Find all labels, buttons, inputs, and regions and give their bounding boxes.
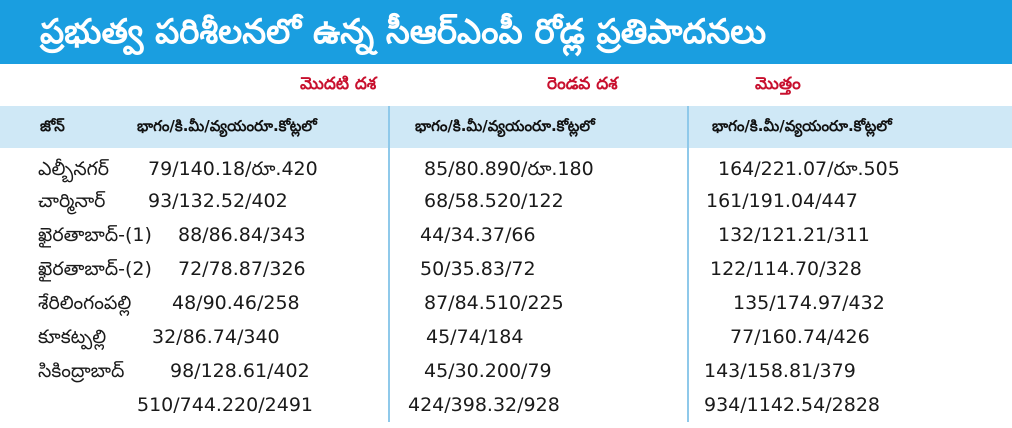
zone-header: జోన్ [40,117,65,135]
phase1-cell: 93/132.52/402 [148,190,288,212]
phase1-cell: 98/128.61/402 [170,360,310,382]
column-divider [687,106,689,422]
zone-cell: సికింద్రాబాద్ [38,360,125,382]
zone-cell: ఖైరతాబాద్-(2) [38,258,152,280]
col3-header: భాగం/కి.మీ/వ్యయంరూ.కోట్లలో [712,117,892,135]
total-heading: మొత్తం [755,74,801,94]
title-bar: ప్రభుత్వ పరిశీలనలో ఉన్న సీఆర్ఎంపీ రోడ్ల … [0,0,1012,64]
phase1-cell: 72/78.87/326 [178,258,306,280]
zone-cell: కూకట్పల్లి [38,326,107,348]
total-cell: 143/158.81/379 [704,360,856,382]
phase2-cell: 85/80.890/రూ.180 [424,158,594,180]
phase1-cell: 88/86.84/343 [178,224,306,246]
grand-total-cell: 934/1142.54/2828 [704,394,880,416]
phase2-cell: 45/30.200/79 [424,360,552,382]
phase1-cell: 32/86.74/340 [152,326,280,348]
total-cell: 135/174.97/432 [733,292,885,314]
table-row: ఎల్బీనగర్ 79/140.18/రూ.420 85/80.890/రూ.… [0,154,1012,186]
zone-cell: ఖైరతాబాద్-(1) [38,224,152,246]
total-cell: 77/160.74/426 [730,326,870,348]
zone-cell: ఎల్బీనగర్ [38,158,110,180]
zone-cell: శేరిలింగంపల్లి [38,292,132,314]
phase1-cell: 79/140.18/రూ.420 [148,158,318,180]
table-row: 510/744.220/2491 424/398.32/928 934/1142… [0,390,1012,422]
table-row: సికింద్రాబాద్ 98/128.61/402 45/30.200/79… [0,356,1012,388]
table-row: ఖైరతాబాద్-(1) 88/86.84/343 44/34.37/66 1… [0,220,1012,252]
phase2-cell: 45/74/184 [426,326,524,348]
phase1-cell: 48/90.46/258 [172,292,300,314]
phase2-cell: 68/58.520/122 [424,190,564,212]
total-cell: 164/221.07/రూ.505 [718,158,900,180]
col1-header: భాగం/కి.మీ/వ్యయంరూ.కోట్లలో [137,117,317,135]
phase2-cell: 50/35.83/72 [420,258,536,280]
phase2-cell: 44/34.37/66 [420,224,536,246]
phase2-cell: 87/84.510/225 [424,292,564,314]
table-row: శేరిలింగంపల్లి 48/90.46/258 87/84.510/22… [0,288,1012,320]
page-title: ప్రభుత్వ పరిశీలనలో ఉన్న సీఆర్ఎంపీ రోడ్ల … [40,12,767,52]
col2-header: భాగం/కి.మీ/వ్యయంరూ.కోట్లలో [415,117,595,135]
column-header-row: జోన్ భాగం/కి.మీ/వ్యయంరూ.కోట్లలో భాగం/కి.… [0,106,1012,148]
phase2-total-cell: 424/398.32/928 [408,394,560,416]
column-divider [388,106,390,422]
phase1-total-cell: 510/744.220/2491 [137,394,313,416]
total-cell: 161/191.04/447 [706,190,858,212]
total-cell: 132/121.21/311 [718,224,870,246]
total-cell: 122/114.70/328 [710,258,862,280]
table-row: కూకట్పల్లి 32/86.74/340 45/74/184 77/160… [0,322,1012,354]
zone-cell: చార్మినార్ [38,190,106,212]
table-row: ఖైరతాబాద్-(2) 72/78.87/326 50/35.83/72 1… [0,254,1012,286]
table-row: చార్మినార్ 93/132.52/402 68/58.520/122 1… [0,186,1012,218]
phase-1-heading: మొదటి దశ [300,74,377,94]
phase-2-heading: రెండవ దశ [547,74,618,94]
